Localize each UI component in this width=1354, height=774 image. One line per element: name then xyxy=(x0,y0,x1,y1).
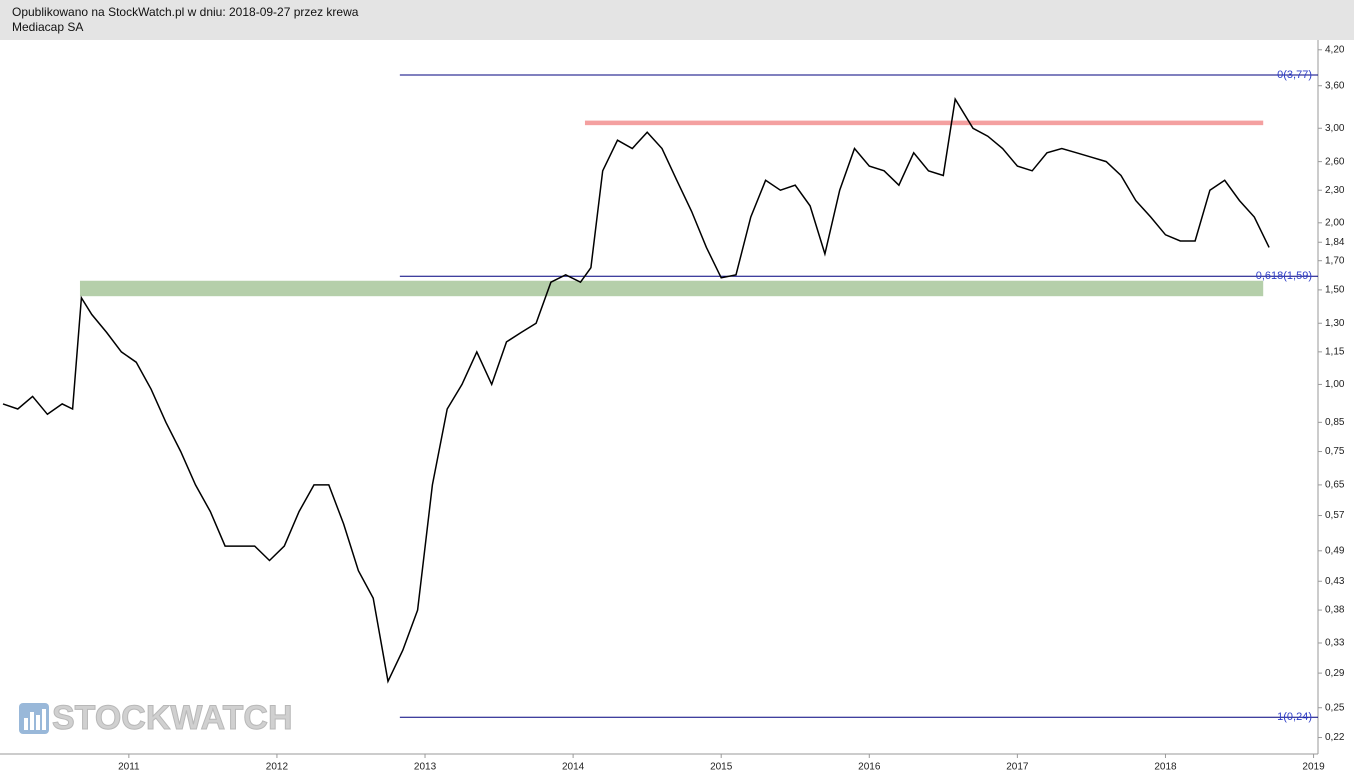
y-tick-label: 0,49 xyxy=(1325,545,1345,556)
x-tick-label: 2018 xyxy=(1154,762,1177,773)
watermark-icon xyxy=(19,703,49,734)
watermark: STOCKWATCH xyxy=(52,699,293,737)
fib-label: 1(0,24) xyxy=(1277,711,1312,723)
y-tick-label: 2,30 xyxy=(1325,185,1345,196)
x-tick-label: 2017 xyxy=(1006,762,1029,773)
y-tick-label: 4,20 xyxy=(1325,44,1345,55)
y-tick-label: 0,75 xyxy=(1325,446,1345,457)
x-tick-label: 2012 xyxy=(266,762,289,773)
y-tick-label: 1,70 xyxy=(1325,255,1345,266)
y-tick-label: 3,60 xyxy=(1325,80,1345,91)
y-tick-label: 1,30 xyxy=(1325,318,1345,329)
y-tick-label: 0,29 xyxy=(1325,668,1345,679)
price-line xyxy=(2,96,1270,684)
header-band xyxy=(0,0,1354,40)
y-tick-label: 0,38 xyxy=(1325,605,1345,616)
x-tick-label: 2014 xyxy=(562,762,585,773)
y-tick-label: 0,65 xyxy=(1325,480,1345,491)
y-tick-label: 0,22 xyxy=(1325,732,1345,743)
y-tick-label: 2,60 xyxy=(1325,156,1345,167)
y-tick-label: 0,57 xyxy=(1325,510,1345,521)
y-tick-label: 0,43 xyxy=(1325,576,1345,587)
y-tick-label: 1,84 xyxy=(1325,237,1345,248)
fib-label: 0,618(1,59) xyxy=(1256,270,1312,282)
zone xyxy=(79,280,1264,297)
x-tick-label: 2016 xyxy=(858,762,881,773)
x-tick-label: 2019 xyxy=(1302,762,1325,773)
chart-title: Opublikowano na StockWatch.pl w dniu: 20… xyxy=(12,5,359,19)
y-tick-label: 1,00 xyxy=(1325,379,1345,390)
y-tick-label: 1,15 xyxy=(1325,346,1345,357)
y-tick-label: 0,33 xyxy=(1325,638,1345,649)
x-tick-label: 2015 xyxy=(710,762,733,773)
x-tick-label: 2013 xyxy=(414,762,437,773)
y-tick-label: 3,00 xyxy=(1325,123,1345,134)
y-tick-label: 0,85 xyxy=(1325,417,1345,428)
y-tick-label: 1,50 xyxy=(1325,285,1345,296)
fib-label: 0(3,77) xyxy=(1277,69,1312,81)
y-tick-label: 2,00 xyxy=(1325,217,1345,228)
x-tick-label: 2011 xyxy=(118,762,140,773)
chart-subtitle: Mediacap SA xyxy=(12,20,83,34)
zone xyxy=(584,120,1264,126)
y-tick-label: 0,25 xyxy=(1325,702,1345,713)
